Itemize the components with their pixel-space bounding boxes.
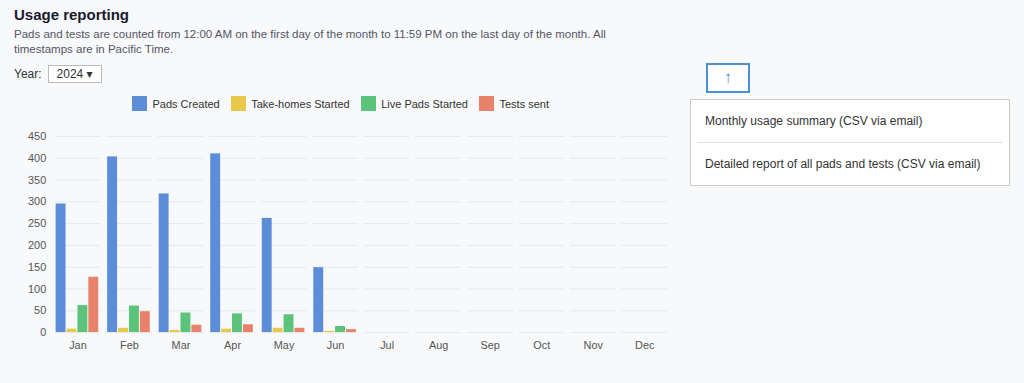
- svg-text:Jun: Jun: [327, 339, 345, 351]
- svg-text:Jul: Jul: [380, 339, 394, 351]
- html-text:Take-homes Started: Take-homes Started: [251, 97, 350, 110]
- svg-text:100: 100: [28, 282, 46, 294]
- html-text:Tests sent: Tests sent: [499, 97, 549, 110]
- svg-text:0: 0: [40, 326, 46, 338]
- svg-text:Dec: Dec: [635, 339, 655, 351]
- svg-text:Jan: Jan: [69, 339, 87, 351]
- svg-text:Apr: Apr: [224, 339, 241, 351]
- svg-text:250: 250: [28, 217, 46, 229]
- svg-text:Sep: Sep: [481, 339, 500, 351]
- svg-text:Mar: Mar: [172, 339, 191, 351]
- html-text:Pads Created: Pads Created: [152, 97, 220, 110]
- html-text:Live Pads Started: Live Pads Started: [381, 97, 468, 110]
- svg-text:Aug: Aug: [429, 339, 448, 351]
- svg-text:400: 400: [28, 151, 46, 163]
- svg-text:150: 150: [28, 260, 46, 272]
- svg-text:May: May: [274, 339, 295, 351]
- svg-text:450: 450: [28, 129, 46, 141]
- svg-text:350: 350: [28, 173, 46, 185]
- html-text:Monthly usage summary (CSV via: Monthly usage summary (CSV via email): [705, 114, 923, 128]
- svg-text:50: 50: [34, 304, 46, 316]
- html-text:Usage reporting: Usage reporting: [14, 6, 129, 23]
- html-text:Detailed report of all pads an: Detailed report of all pads and tests (C…: [705, 157, 981, 171]
- svg-text:300: 300: [28, 195, 46, 207]
- svg-text:Feb: Feb: [120, 339, 139, 351]
- svg-text:200: 200: [28, 238, 46, 250]
- html-text:2024 ▾: 2024 ▾: [56, 67, 93, 81]
- html-text:Pads and tests are counted fro: Pads and tests are counted from 12:00 AM…: [14, 28, 606, 55]
- html-text:Year:: Year:: [14, 67, 42, 81]
- svg-text:Nov: Nov: [584, 339, 604, 351]
- svg-text:Oct: Oct: [533, 339, 550, 351]
